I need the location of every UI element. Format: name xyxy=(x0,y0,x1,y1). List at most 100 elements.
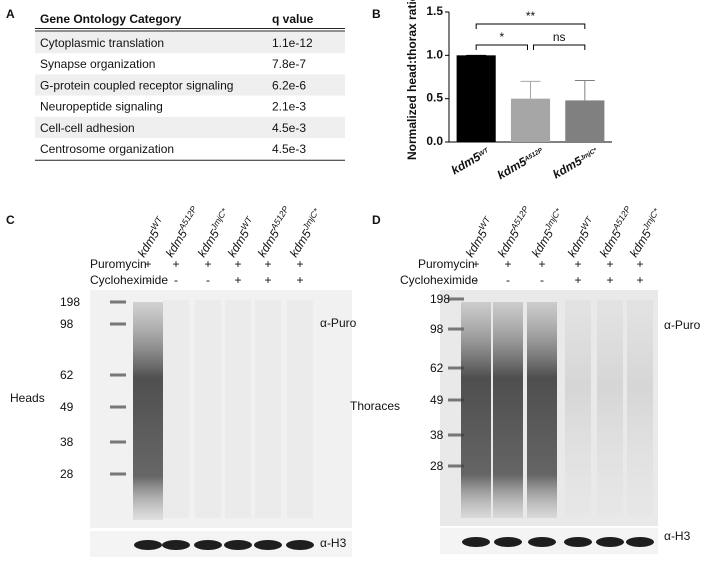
treatment-sign: - xyxy=(174,273,178,287)
table-cell: G-protein coupled receptor signaling xyxy=(40,78,233,92)
ladder-band xyxy=(448,398,464,402)
treatment-sign: + xyxy=(296,273,303,287)
genotype-sup: A512P xyxy=(268,204,291,232)
treatment-sign: + xyxy=(264,273,271,287)
genotype-base: kdm5 xyxy=(195,227,223,260)
genotype-sup: JmjC* xyxy=(208,206,230,232)
h3-band xyxy=(286,540,314,550)
lane-smear xyxy=(493,302,523,518)
significance-label: * xyxy=(499,30,504,44)
genotype-base: kdm5 xyxy=(565,227,593,260)
treatment-sign: + xyxy=(296,257,303,271)
lane-smear xyxy=(287,300,313,518)
treatment-label: Cycloheximide xyxy=(90,273,168,287)
panel-letter: A xyxy=(6,7,15,21)
table-cell: 4.5e-3 xyxy=(272,121,306,135)
lane-smear xyxy=(225,300,251,518)
h3-band xyxy=(626,537,654,547)
marker-label: 28 xyxy=(430,459,444,473)
table-cell: Centrosome organization xyxy=(40,142,174,156)
ladder-band xyxy=(448,433,464,437)
treatment-sign: + xyxy=(144,257,151,271)
treatment-sign: + xyxy=(636,273,643,287)
bar xyxy=(456,55,496,143)
treatment-label: Puromycin xyxy=(90,257,147,271)
marker-label: 49 xyxy=(60,400,74,414)
h3-band xyxy=(254,540,282,550)
ladder-band xyxy=(110,322,126,326)
panel-letter: C xyxy=(6,213,15,227)
table-cell: 7.8e-7 xyxy=(272,57,306,71)
ladder-band xyxy=(110,472,126,476)
marker-label: 198 xyxy=(60,295,80,309)
h3-band xyxy=(162,540,190,550)
genotype-label: kdm5JmjC* xyxy=(550,144,600,181)
panel-letter: D xyxy=(372,213,381,227)
genotype-base: kdm5 xyxy=(597,227,625,260)
marker-label: 62 xyxy=(430,361,444,375)
row-shade xyxy=(35,74,345,96)
marker-label: 49 xyxy=(430,393,444,407)
antibody-label: α-H3 xyxy=(320,536,347,550)
genotype-label: kdm5WT xyxy=(461,214,498,259)
ladder-band xyxy=(110,405,126,409)
treatment-sign: + xyxy=(234,257,241,271)
h3-band xyxy=(134,540,162,550)
panel-letter: B xyxy=(372,7,381,21)
ladder-band xyxy=(448,366,464,370)
marker-label: 62 xyxy=(60,368,74,382)
genotype-base: kdm5 xyxy=(225,227,253,260)
h3-band xyxy=(528,537,556,547)
table-cell: Neuropeptide signaling xyxy=(40,100,163,114)
table-cell: Cytoplasmic translation xyxy=(40,36,164,50)
genotype-label: kdm5JmjC* xyxy=(285,206,327,259)
table-header: q value xyxy=(272,12,314,26)
treatment-sign: - xyxy=(540,273,544,287)
y-tick-label: 1.0 xyxy=(426,47,443,61)
table-header: Gene Ontology Category xyxy=(40,12,182,26)
treatment-sign: - xyxy=(206,273,210,287)
genotype-base: kdm5 xyxy=(135,227,163,260)
treatment-sign: + xyxy=(472,257,479,271)
genotype-sup: JmjC* xyxy=(579,146,599,161)
treatment-sign: + xyxy=(234,273,241,287)
tissue-label: Heads xyxy=(10,391,45,405)
treatment-label: Cycloheximide xyxy=(400,273,478,287)
ladder-band xyxy=(448,327,464,331)
genotype-label: kdm5A512P xyxy=(495,144,547,182)
lane-smear xyxy=(195,300,221,518)
tissue-label: Thoraces xyxy=(350,399,400,413)
significance-label: ns xyxy=(553,30,566,44)
table-cell: 6.2e-6 xyxy=(272,78,306,92)
genotype-base: kdm5 xyxy=(627,227,655,260)
h3-band xyxy=(494,537,522,547)
ladder-band xyxy=(448,464,464,468)
genotype-sup: JmjC* xyxy=(640,206,662,232)
genotype-label: kdm5JmjC* xyxy=(625,206,667,259)
lane-smear xyxy=(133,302,163,520)
marker-label: 38 xyxy=(430,428,444,442)
lane-smear xyxy=(255,300,281,518)
antibody-label: α-H3 xyxy=(664,529,691,543)
genotype-sup: WT xyxy=(477,146,490,158)
h3-band xyxy=(194,540,222,550)
lane-smear xyxy=(461,302,491,518)
genotype-sup: A512P xyxy=(610,204,633,232)
treatment-sign: + xyxy=(504,257,511,271)
genotype-base: kdm5 xyxy=(463,227,491,260)
marker-label: 98 xyxy=(60,317,74,331)
lane-smear xyxy=(597,300,623,516)
treatment-sign: + xyxy=(636,257,643,271)
bar xyxy=(510,98,551,142)
genotype-base: kdm5 xyxy=(163,227,191,260)
genotype-base: kdm5 xyxy=(255,227,283,260)
treatment-sign: + xyxy=(574,273,581,287)
y-axis-label: Normalized head:thorax ratio xyxy=(405,0,419,160)
treatment-sign: + xyxy=(574,257,581,271)
table-cell: Cell-cell adhesion xyxy=(40,121,135,135)
treatment-label: Puromycin xyxy=(418,257,475,271)
ladder-band xyxy=(110,300,126,304)
antibody-label: α-Puro xyxy=(664,318,701,332)
treatment-sign: + xyxy=(606,273,613,287)
genotype-base: kdm5 xyxy=(495,227,523,260)
